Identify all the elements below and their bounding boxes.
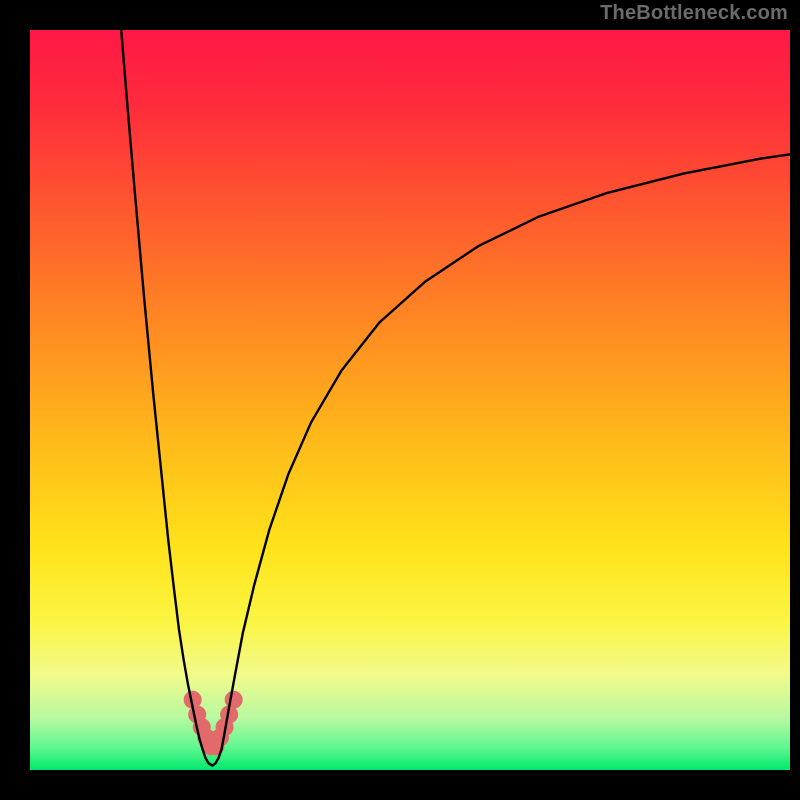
chart-canvas [0, 0, 800, 800]
figure-outer: TheBottleneck.com [0, 0, 800, 800]
trough-marker [225, 691, 243, 709]
plot-background [30, 30, 790, 770]
bottleneck-curve-chart [0, 0, 800, 800]
